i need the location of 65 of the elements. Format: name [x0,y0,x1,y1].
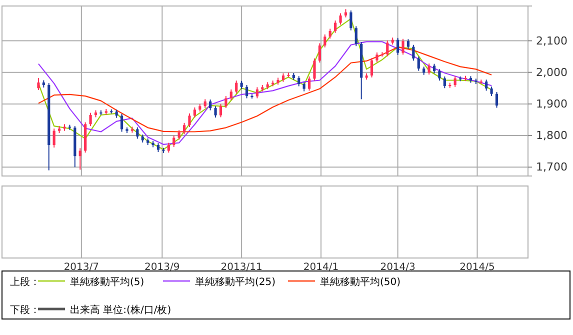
candlestick [406,38,410,50]
candlestick [37,78,40,91]
y-tick-label: 1,900 [536,97,568,110]
candlestick [495,91,498,108]
text: 下段： [10,304,40,316]
candlestick [432,63,436,74]
candlestick [370,58,374,78]
candlestick [339,12,342,26]
candlestick [428,63,430,76]
candlestick [386,40,389,57]
candlestick [396,37,400,56]
legend-label: 出来高 単位:(株/口/枚) [70,304,172,316]
text: 2013/11 [220,262,262,273]
candlestick [302,82,306,92]
line-series [38,41,492,145]
text: 2013/7 [64,262,100,273]
candlestick [412,44,415,62]
y-tick-label: 2,000 [536,66,568,79]
candlestick [209,99,212,111]
candlestick [438,68,441,82]
legend-label: 単純移動平均(50) [320,276,401,288]
candlestick [485,79,488,92]
y-tick-label: 1,800 [536,129,568,142]
legend-label: 単純移動平均(25) [195,276,276,288]
text: 上段： [10,276,40,288]
candlestick [78,148,82,170]
candlestick [454,76,456,88]
candlestick [224,96,228,109]
candlestick [178,130,180,140]
candlestick [136,126,139,140]
candlestick [324,34,326,48]
candlestick [298,76,300,87]
candlestick [256,86,258,99]
text: 2013/9 [144,262,180,273]
candlestick [120,113,124,132]
candlestick [490,86,493,97]
candlestick [443,76,446,89]
candlestick [172,135,176,148]
y-tick-label: 2,100 [536,34,568,48]
candlestick [417,56,420,72]
text: 2014/5 [460,262,495,273]
candlestick [193,106,196,118]
candlestick [318,42,321,64]
candlestick [354,26,358,47]
candlestick [313,58,316,82]
legend-label: 単純移動平均(5) [70,276,144,288]
candlestick [188,112,191,128]
candlestick [402,38,404,56]
candlestick [182,122,186,135]
candlestick [308,76,311,92]
candlestick [328,28,332,40]
candlestick [376,52,378,63]
candlestick [167,142,170,154]
candlestick [52,128,56,148]
candlestick [89,112,92,127]
candlestick [219,103,222,118]
candlestick [245,84,248,99]
text: 2014/3 [380,262,416,273]
y-tick-label: 1,700 [536,160,568,174]
candlestick [350,10,352,31]
candlestick [214,106,217,118]
candlestick [235,80,238,94]
text: 2014/1 [303,262,339,273]
candlestick [230,88,232,101]
candlestick [334,20,337,34]
